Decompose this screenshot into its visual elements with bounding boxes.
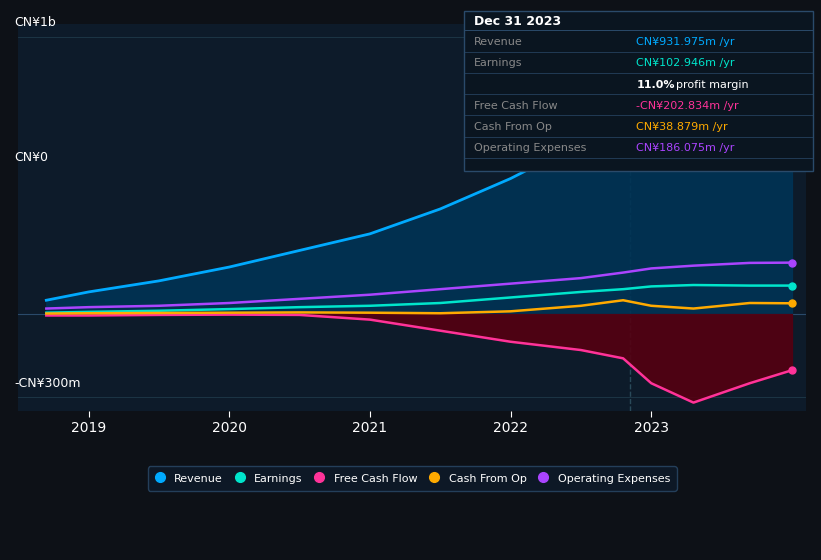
Text: -CN¥202.834m /yr: -CN¥202.834m /yr (636, 101, 739, 111)
Text: CN¥102.946m /yr: CN¥102.946m /yr (636, 58, 735, 68)
Text: CN¥931.975m /yr: CN¥931.975m /yr (636, 37, 735, 47)
Text: Earnings: Earnings (474, 58, 522, 68)
Text: Revenue: Revenue (474, 37, 522, 47)
Text: -CN¥300m: -CN¥300m (14, 377, 80, 390)
Text: Free Cash Flow: Free Cash Flow (474, 101, 557, 111)
Text: Operating Expenses: Operating Expenses (474, 143, 586, 153)
Text: Cash From Op: Cash From Op (474, 122, 552, 132)
Text: 11.0%: 11.0% (636, 80, 675, 90)
Legend: Revenue, Earnings, Free Cash Flow, Cash From Op, Operating Expenses: Revenue, Earnings, Free Cash Flow, Cash … (148, 466, 677, 491)
Text: CN¥186.075m /yr: CN¥186.075m /yr (636, 143, 735, 153)
Text: CN¥38.879m /yr: CN¥38.879m /yr (636, 122, 728, 132)
Text: Dec 31 2023: Dec 31 2023 (474, 15, 561, 28)
Text: profit margin: profit margin (676, 80, 748, 90)
Text: CN¥0: CN¥0 (14, 151, 48, 164)
Text: CN¥1b: CN¥1b (14, 16, 56, 29)
